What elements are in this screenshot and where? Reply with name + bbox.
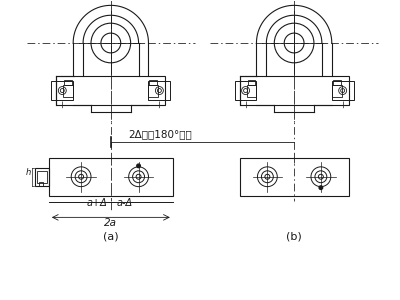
Bar (246, 85, 256, 97)
Text: 2a: 2a (104, 218, 117, 228)
Bar (63, 85, 73, 97)
Bar (37, 171, 47, 183)
Bar (56, 76, 165, 105)
Bar (248, 80, 256, 85)
Bar (148, 81, 170, 100)
Bar (150, 80, 157, 85)
Bar (35, 168, 49, 186)
Bar (240, 158, 349, 196)
Circle shape (137, 164, 140, 168)
Bar (333, 80, 341, 85)
Circle shape (319, 186, 323, 189)
Bar (64, 80, 72, 85)
Text: h: h (26, 168, 31, 177)
Bar (332, 85, 342, 97)
Bar (148, 85, 158, 97)
Text: (b): (b) (286, 231, 302, 241)
Bar (49, 158, 173, 196)
Text: a+Δ: a+Δ (86, 198, 107, 208)
Bar (240, 76, 349, 105)
Text: 2Δ（转180°时）: 2Δ（转180°时） (129, 129, 192, 139)
Text: (a): (a) (103, 231, 119, 241)
Text: a-Δ: a-Δ (117, 198, 133, 208)
Bar (39, 182, 43, 186)
Bar (51, 81, 73, 100)
Bar (332, 81, 354, 100)
Bar (235, 81, 256, 100)
